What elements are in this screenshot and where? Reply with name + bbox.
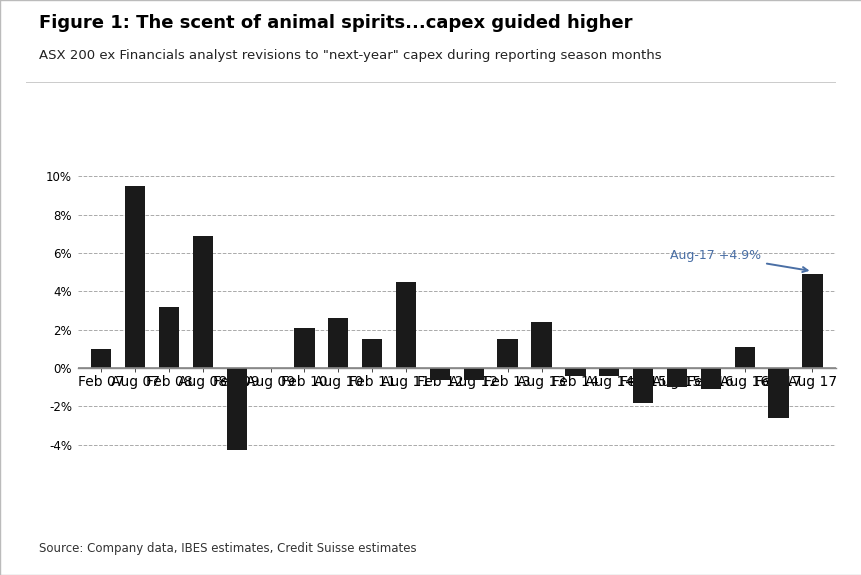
Bar [463,368,483,380]
Bar [328,318,348,368]
Bar [362,339,382,368]
Bar [395,282,416,368]
Bar [666,368,686,387]
Text: Figure 1: The scent of animal spirits...capex guided higher: Figure 1: The scent of animal spirits...… [39,14,632,32]
Bar [530,322,551,368]
Bar [226,368,246,450]
Bar [802,274,821,368]
Text: ASX 200 ex Financials analyst revisions to "next-year" capex during reporting se: ASX 200 ex Financials analyst revisions … [39,49,660,62]
Bar [734,347,754,368]
Bar [193,236,213,368]
Bar [565,368,585,375]
Bar [125,186,146,368]
Bar [497,339,517,368]
Bar [158,306,179,368]
Bar [430,368,449,380]
Bar [700,368,720,389]
Bar [767,368,788,418]
Bar [91,349,111,368]
Bar [294,328,314,368]
Text: Aug-17 +4.9%: Aug-17 +4.9% [670,248,807,272]
Bar [632,368,653,402]
Bar [598,368,619,375]
Text: Source: Company data, IBES estimates, Credit Suisse estimates: Source: Company data, IBES estimates, Cr… [39,542,416,555]
